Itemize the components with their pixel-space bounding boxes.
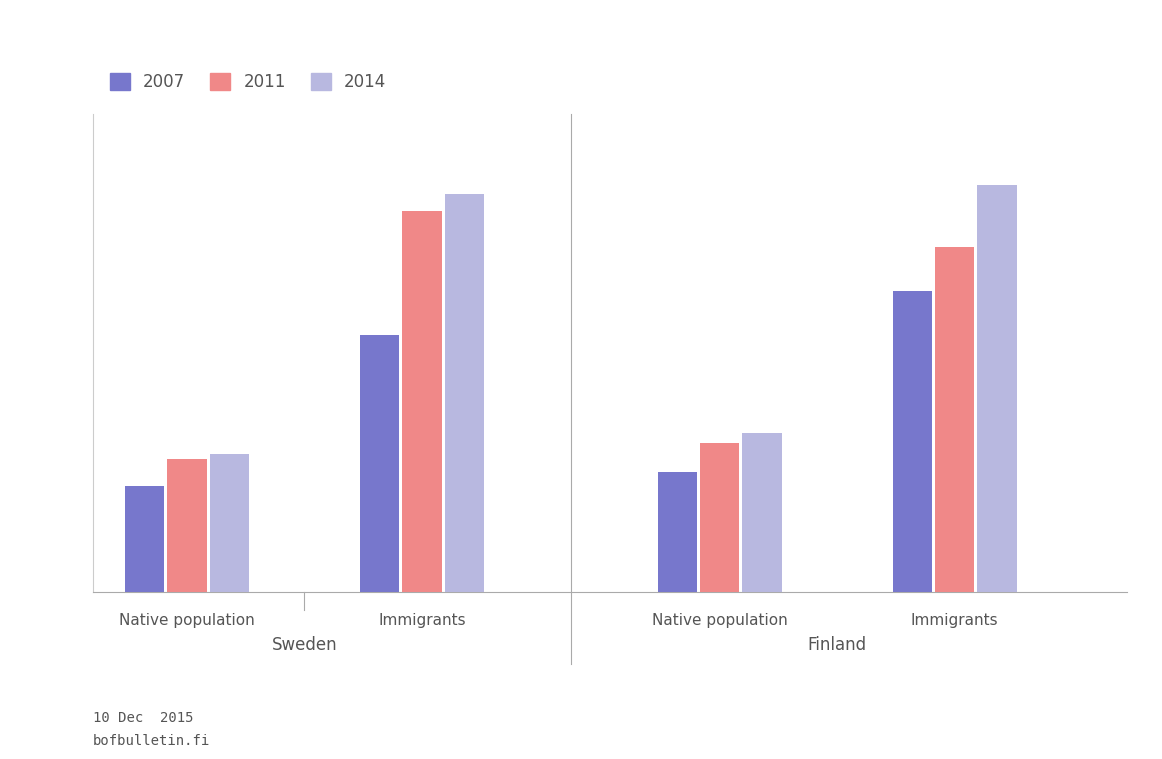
Text: bofbulletin.fi: bofbulletin.fi	[93, 734, 210, 748]
Bar	[658, 471, 697, 592]
Text: Native population: Native population	[652, 613, 788, 628]
Text: Immigrants: Immigrants	[378, 613, 466, 628]
Bar	[167, 459, 207, 592]
Text: Immigrants: Immigrants	[911, 613, 998, 628]
Bar	[892, 291, 932, 592]
Bar	[977, 184, 1017, 592]
Bar	[935, 247, 975, 592]
Bar	[125, 486, 164, 592]
Bar	[445, 194, 483, 592]
Legend: 2007, 2011, 2014: 2007, 2011, 2014	[101, 65, 395, 99]
Bar	[701, 443, 739, 592]
Text: 10 Dec  2015: 10 Dec 2015	[93, 711, 193, 725]
Bar	[209, 454, 249, 592]
Bar	[743, 433, 782, 592]
Text: Sweden: Sweden	[272, 636, 337, 654]
Bar	[402, 211, 442, 592]
Text: Finland: Finland	[808, 636, 867, 654]
Text: Native population: Native population	[119, 613, 254, 628]
Bar	[360, 335, 400, 592]
